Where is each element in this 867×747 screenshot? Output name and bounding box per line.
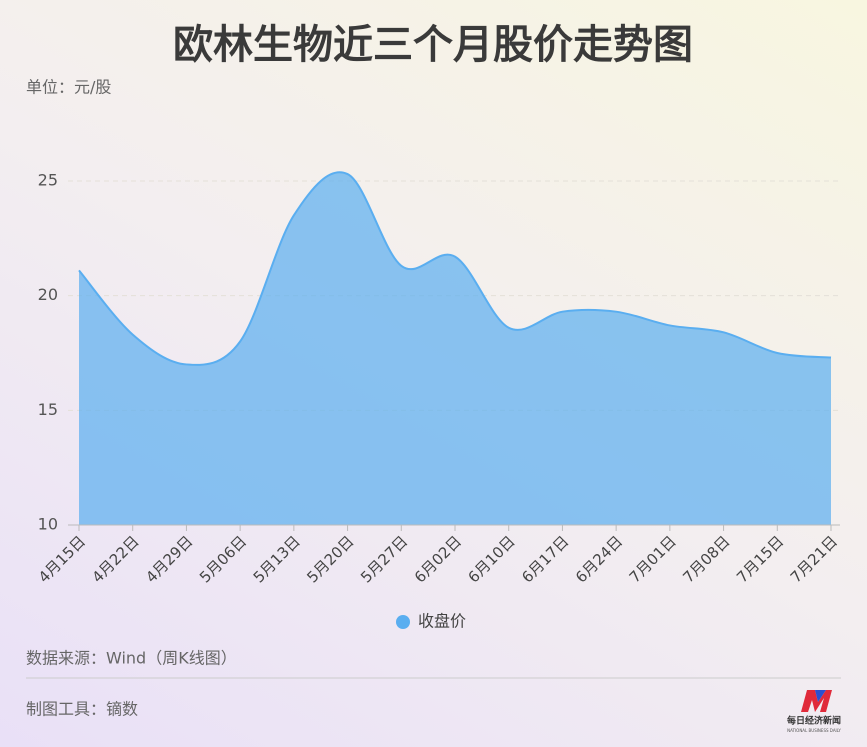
x-tick-label: 4月29日 bbox=[142, 532, 196, 586]
y-tick-label: 20 bbox=[38, 285, 58, 304]
x-tick-label: 5月20日 bbox=[303, 532, 357, 586]
chart-title: 欧林生物近三个月股价走势图 bbox=[173, 22, 693, 68]
x-tick-label: 6月10日 bbox=[465, 532, 519, 586]
logo-mark bbox=[815, 690, 826, 702]
x-tick-label: 4月22日 bbox=[89, 532, 143, 586]
legend-label: 收盘价 bbox=[418, 612, 466, 631]
plot: 10 15 20 25 4月15日 4月22日 4月29日 5月06日 5月13日 5月20日 5月… bbox=[35, 170, 841, 630]
x-tick-label: 6月17日 bbox=[518, 532, 572, 586]
unit-label: 单位：元/股 bbox=[26, 78, 111, 97]
x-tick-label: 7月21日 bbox=[787, 532, 841, 586]
y-tick-label: 25 bbox=[38, 170, 58, 189]
logo-text: 每日经济新闻 bbox=[787, 715, 841, 727]
y-tick-label: 10 bbox=[38, 515, 58, 534]
x-tick-label: 7月01日 bbox=[626, 532, 680, 586]
y-tick-label: 15 bbox=[38, 400, 58, 419]
x-tick-label: 5月13日 bbox=[250, 532, 304, 586]
line bbox=[78, 171, 832, 366]
source-note: 数据来源：Wind（周K线图） bbox=[26, 649, 237, 668]
x-tick-label: 5月27日 bbox=[357, 532, 411, 586]
logo-sub: NATIONAL BUSINESS DAILY bbox=[787, 728, 841, 733]
x-tick-label: 7月08日 bbox=[679, 532, 733, 586]
logo: 每日经济新闻 NATIONAL BUSINESS DAILY bbox=[787, 690, 841, 733]
tool-note: 制图工具：镝数 bbox=[26, 700, 138, 719]
logo-mark bbox=[801, 690, 832, 712]
x-tick-label: 7月15日 bbox=[733, 532, 787, 586]
area bbox=[79, 172, 831, 525]
x-tick-label: 6月24日 bbox=[572, 532, 626, 586]
x-tick-label: 5月06日 bbox=[196, 532, 250, 586]
x-tick-label: 6月02日 bbox=[411, 532, 465, 586]
legend-marker bbox=[396, 615, 410, 629]
x-tick-label: 4月15日 bbox=[35, 532, 89, 586]
